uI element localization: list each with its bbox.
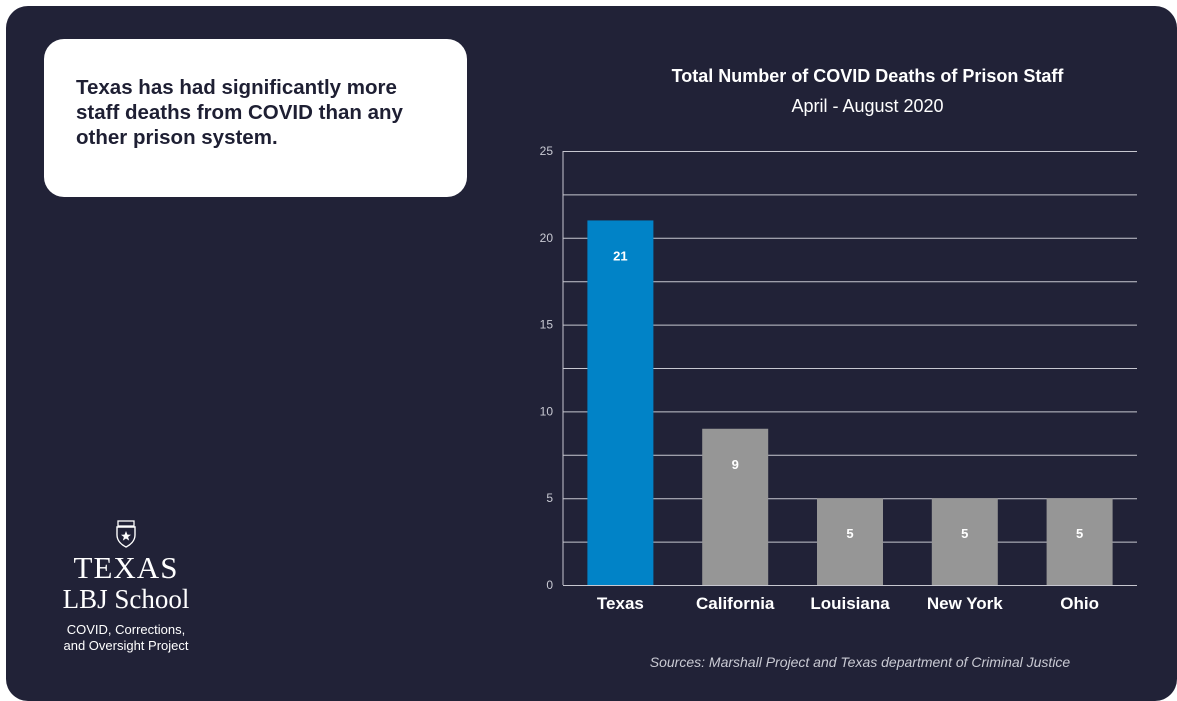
chart-title: Total Number of COVID Deaths of Prison S…	[671, 66, 1064, 86]
logo-lbj-school: LBJ School	[62, 584, 190, 614]
lbj-school-logo: TEXAS LBJ School COVID, Corrections, and…	[44, 520, 208, 654]
bar-texas	[587, 220, 654, 585]
data-label: 5	[846, 526, 853, 541]
data-label: 5	[1076, 526, 1083, 541]
x-tick-label: New York	[927, 594, 1003, 613]
data-label: 9	[732, 457, 739, 472]
bar-california	[702, 428, 769, 585]
logo-texas: TEXAS	[73, 550, 179, 585]
bar-ohio	[1046, 498, 1113, 585]
ut-seal-icon	[116, 520, 136, 548]
callout-box: Texas has had significantly more staff d…	[44, 39, 467, 197]
data-label: 21	[613, 248, 627, 263]
project-name-line1: COVID, Corrections,	[66, 622, 186, 637]
chart-subtitle: April - August 2020	[791, 96, 944, 116]
callout-text: Texas has had significantly more staff d…	[76, 76, 403, 149]
x-tick-label: Texas	[597, 594, 644, 613]
project-name-line2: and Oversight Project	[63, 638, 189, 653]
y-tick-label: 0	[546, 578, 553, 592]
y-tick-label: 20	[540, 231, 554, 245]
x-tick-label: Ohio	[1060, 594, 1099, 613]
y-tick-label: 15	[540, 318, 554, 332]
y-tick-label: 10	[540, 404, 554, 418]
x-tick-label: California	[696, 594, 775, 613]
x-tick-label: Louisiana	[810, 594, 890, 613]
data-label: 5	[961, 526, 968, 541]
bar-new-york	[931, 498, 998, 585]
bar-louisiana	[817, 498, 883, 585]
source-note: Sources: Marshall Project and Texas depa…	[649, 654, 1071, 670]
y-tick-label: 25	[540, 144, 554, 158]
y-tick-label: 5	[546, 491, 553, 505]
